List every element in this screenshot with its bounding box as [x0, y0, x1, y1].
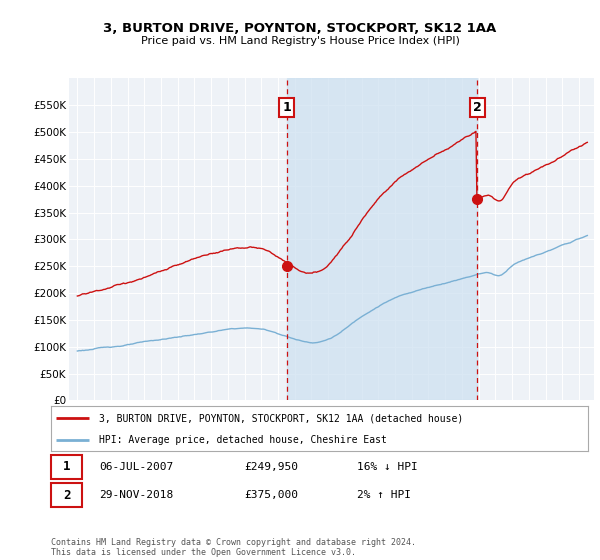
Text: 29-NOV-2018: 29-NOV-2018 — [100, 490, 173, 500]
Text: 3, BURTON DRIVE, POYNTON, STOCKPORT, SK12 1AA: 3, BURTON DRIVE, POYNTON, STOCKPORT, SK1… — [103, 22, 497, 35]
Bar — [287, 78, 477, 400]
Text: 1: 1 — [63, 460, 70, 473]
Text: 2: 2 — [63, 488, 70, 502]
Text: 3, BURTON DRIVE, POYNTON, STOCKPORT, SK12 1AA (detached house): 3, BURTON DRIVE, POYNTON, STOCKPORT, SK1… — [100, 413, 464, 423]
Text: Price paid vs. HM Land Registry's House Price Index (HPI): Price paid vs. HM Land Registry's House … — [140, 36, 460, 46]
Text: HPI: Average price, detached house, Cheshire East: HPI: Average price, detached house, Ches… — [100, 435, 387, 445]
Text: Contains HM Land Registry data © Crown copyright and database right 2024.
This d: Contains HM Land Registry data © Crown c… — [51, 538, 416, 557]
Text: £249,950: £249,950 — [244, 462, 298, 472]
Text: 06-JUL-2007: 06-JUL-2007 — [100, 462, 173, 472]
Text: 2: 2 — [473, 101, 482, 114]
Text: 1: 1 — [282, 101, 291, 114]
Text: £375,000: £375,000 — [244, 490, 298, 500]
FancyBboxPatch shape — [51, 455, 82, 479]
FancyBboxPatch shape — [51, 483, 82, 507]
Text: 2% ↑ HPI: 2% ↑ HPI — [357, 490, 411, 500]
Text: 16% ↓ HPI: 16% ↓ HPI — [357, 462, 418, 472]
